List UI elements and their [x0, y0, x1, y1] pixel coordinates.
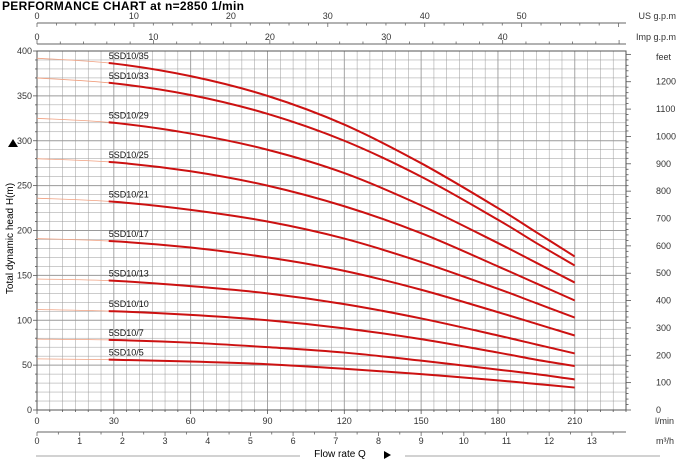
m3h-tick-label: 12	[544, 436, 554, 446]
curve-5SD10/10	[108, 310, 575, 368]
feet-tick-label: 300	[656, 323, 671, 333]
m3h-tick-label: 4	[205, 436, 210, 446]
m3h-tick-label: 8	[376, 436, 381, 446]
feet-unit: feet	[656, 52, 672, 62]
curve-5SD10/5	[108, 358, 575, 389]
y-axis-arrow	[8, 139, 18, 147]
us-gpm-unit: US g.p.m	[638, 11, 676, 21]
lmin-tick-label: 180	[490, 416, 505, 426]
y-tick-label: 300	[17, 136, 32, 146]
curve-5SD10/17	[108, 239, 575, 337]
us-gpm-tick-label: 30	[323, 11, 333, 21]
feet-tick-label: 900	[656, 159, 671, 169]
curves	[36, 57, 575, 389]
y-tick-label: 350	[17, 91, 32, 101]
imp-gpm-tick-label: 10	[148, 32, 158, 42]
m3h-tick-label: 11	[502, 436, 511, 446]
imp-gpm-tick-label: 40	[498, 32, 508, 42]
feet-tick-label: 0	[656, 405, 661, 415]
curve-label-5SD10/17: 5SD10/17	[109, 229, 149, 239]
us-gpm-tick-label: 40	[420, 11, 430, 21]
m3h-tick-label: 9	[419, 436, 424, 446]
curve-5SD10/35	[108, 62, 575, 258]
lmin-tick-label: 60	[186, 416, 196, 426]
curve-5SD10/21	[108, 200, 575, 319]
imp-gpm-unit: Imp g.p.m	[636, 32, 676, 42]
curve-label-5SD10/13: 5SD10/13	[109, 269, 149, 279]
y-axis-title: Total dynamic head H(m)	[5, 183, 16, 294]
curve-label-5SD10/35: 5SD10/35	[109, 51, 149, 61]
m3h-tick-label: 2	[120, 436, 125, 446]
curve-label-5SD10/7: 5SD10/7	[109, 328, 144, 338]
tick-labels: 0 10 20 30 40 50 US g.p.m0 10 20 30 40 Imp g.p.m050…	[5, 11, 676, 460]
y-tick-label: 200	[17, 226, 32, 236]
curve-5SD10/7	[108, 338, 575, 381]
y-tick-label: 400	[17, 46, 32, 56]
us-gpm-tick-label: 50	[517, 11, 527, 21]
m3h-tick-label: 6	[291, 436, 296, 446]
m3h-tick-label: 5	[248, 436, 253, 446]
y-tick-label: 50	[22, 360, 32, 370]
feet-tick-label: 1000	[656, 131, 676, 141]
feet-tick-label: 500	[656, 268, 671, 278]
m3h-tick-label: 10	[459, 436, 469, 446]
lmin-tick-label: 120	[337, 416, 352, 426]
m3h-tick-label: 7	[333, 436, 338, 446]
m3h-tick-label: 1	[77, 436, 82, 446]
curve-5SD10/13	[108, 279, 575, 355]
y-tick-label: 100	[17, 315, 32, 325]
grid	[36, 50, 627, 411]
curve-5SD10/29	[108, 121, 575, 284]
feet-tick-label: 600	[656, 241, 671, 251]
x-axis-title: Flow rate Q	[314, 449, 366, 460]
lmin-tick-label: 210	[567, 416, 582, 426]
lmin-tick-label: 0	[34, 416, 39, 426]
feet-tick-label: 800	[656, 186, 671, 196]
curve-label-5SD10/25: 5SD10/25	[109, 150, 149, 160]
us-gpm-tick-label: 20	[226, 11, 236, 21]
feet-tick-label: 1200	[656, 77, 676, 87]
curve-label-5SD10/10: 5SD10/10	[109, 299, 149, 309]
curve-label-5SD10/29: 5SD10/29	[109, 111, 149, 121]
imp-gpm-tick-label: 20	[265, 32, 275, 42]
m3h-tick-label: 3	[163, 436, 168, 446]
lmin-tick-label: 90	[262, 416, 272, 426]
feet-tick-label: 200	[656, 350, 671, 360]
feet-tick-label: 100	[656, 378, 671, 388]
us-gpm-tick-label: 0	[34, 11, 39, 21]
imp-gpm-tick-label: 0	[34, 32, 39, 42]
lmin-tick-label: 30	[109, 416, 119, 426]
feet-tick-label: 700	[656, 214, 671, 224]
curve-label-5SD10/5: 5SD10/5	[109, 348, 144, 358]
feet-tick-label: 1100	[656, 104, 675, 114]
imp-gpm-tick-label: 30	[381, 32, 391, 42]
lmin-unit: l/min	[655, 416, 674, 426]
chart-title: PERFORMANCE CHART at n=2850 1/min	[2, 0, 245, 13]
curve-label-5SD10/21: 5SD10/21	[109, 190, 149, 200]
feet-tick-label: 400	[656, 296, 671, 306]
y-tick-label: 250	[17, 181, 32, 191]
curve-5SD10/33	[108, 81, 575, 267]
curve-label-5SD10/33: 5SD10/33	[109, 71, 149, 81]
y-tick-label: 0	[27, 405, 32, 415]
m3h-tick-label: 0	[34, 436, 39, 446]
axes	[8, 22, 660, 459]
y-tick-label: 150	[17, 270, 32, 280]
curve-5SD10/25	[108, 160, 575, 302]
us-gpm-tick-label: 10	[129, 11, 139, 21]
x-axis-arrow	[384, 451, 391, 459]
m3h-unit: m³/h	[656, 436, 674, 446]
m3h-tick-label: 13	[587, 436, 597, 446]
lmin-tick-label: 150	[414, 416, 429, 426]
